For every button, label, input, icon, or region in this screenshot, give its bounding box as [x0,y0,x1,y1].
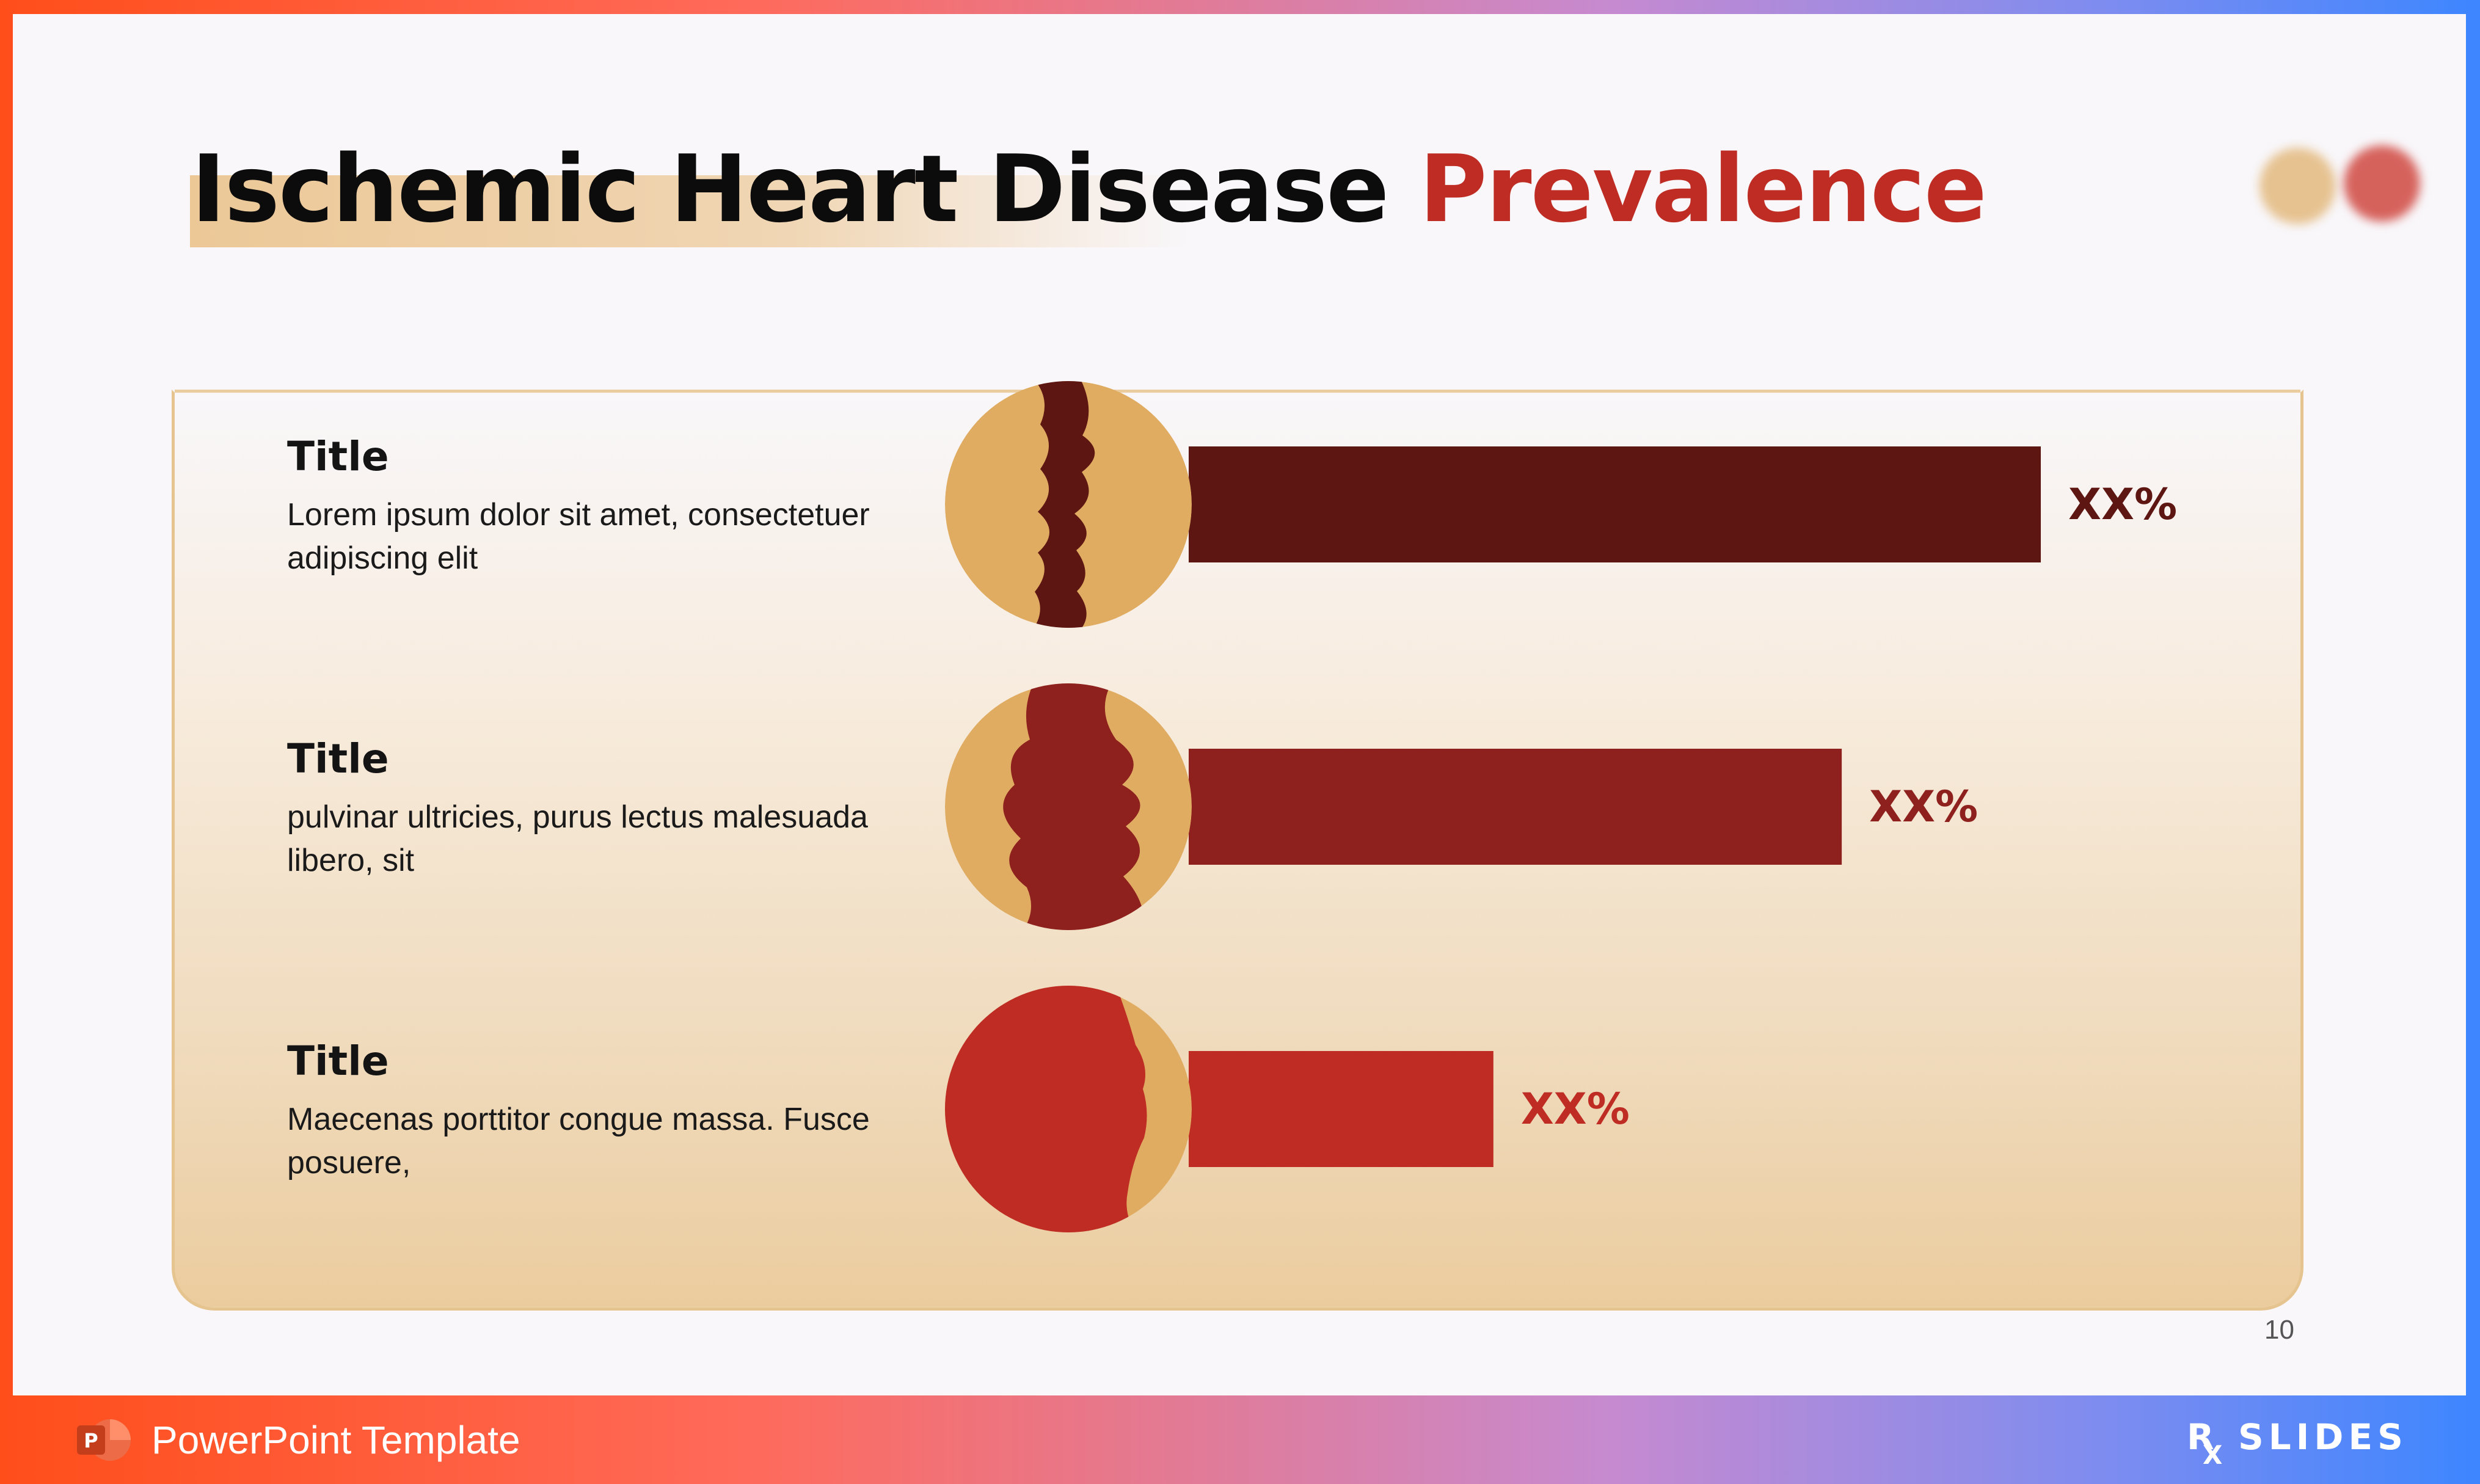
footer-label: PowerPoint Template [151,1418,520,1462]
decor-dot-tan [2259,148,2336,224]
title-highlight-bar [190,175,1189,247]
slide-title: Ischemic Heart Disease Prevalence [191,135,1987,243]
slide: Ischemic Heart Disease Prevalence Title … [13,14,2466,1395]
bar-1-value-label: XX% [2068,479,2177,529]
row-2-description: pulvinar ultricies, purus lectus malesua… [287,799,868,878]
row-1-title: Title [287,433,389,480]
row-3-title: Title [287,1038,389,1085]
svg-text:R: R [2187,1416,2218,1458]
bar-chart: XX% XX% XX% [945,381,2177,1232]
svg-text:P: P [84,1429,98,1452]
title-main: Ischemic Heart Disease [191,135,1389,243]
artery-icon-1 [945,381,1192,628]
footer-bar: P PowerPoint Template R X SLIDES [0,1395,2480,1484]
powerpoint-icon: P [77,1419,131,1461]
row-2-text: Title pulvinar ultricies, purus lectus m… [287,735,898,882]
artery-icon-3 [945,986,1192,1232]
row-3-text: Title Maecenas porttitor congue massa. F… [287,1038,898,1185]
bar-2 [1189,749,1842,865]
bar-3-value-label: XX% [1521,1084,1630,1134]
row-1-text: Title Lorem ipsum dolor sit amet, consec… [287,433,898,580]
title-highlight: Prevalence [1419,135,1987,243]
row-2-title: Title [287,735,389,782]
row-3-description: Maecenas porttitor congue massa. Fusce p… [287,1102,870,1180]
rxslides-logo: R X SLIDES [2187,1416,2408,1466]
svg-text:SLIDES: SLIDES [2238,1416,2408,1458]
bar-2-value-label: XX% [1869,782,1978,832]
row-1-description: Lorem ipsum dolor sit amet, consectetuer… [287,497,870,576]
bar-3 [1189,1051,1493,1167]
artery-icon-2 [945,683,1192,930]
svg-text:X: X [2203,1440,2222,1466]
decor-dot-red [2344,145,2420,222]
bar-1 [1189,446,2041,562]
page-number: 10 [2264,1315,2294,1345]
